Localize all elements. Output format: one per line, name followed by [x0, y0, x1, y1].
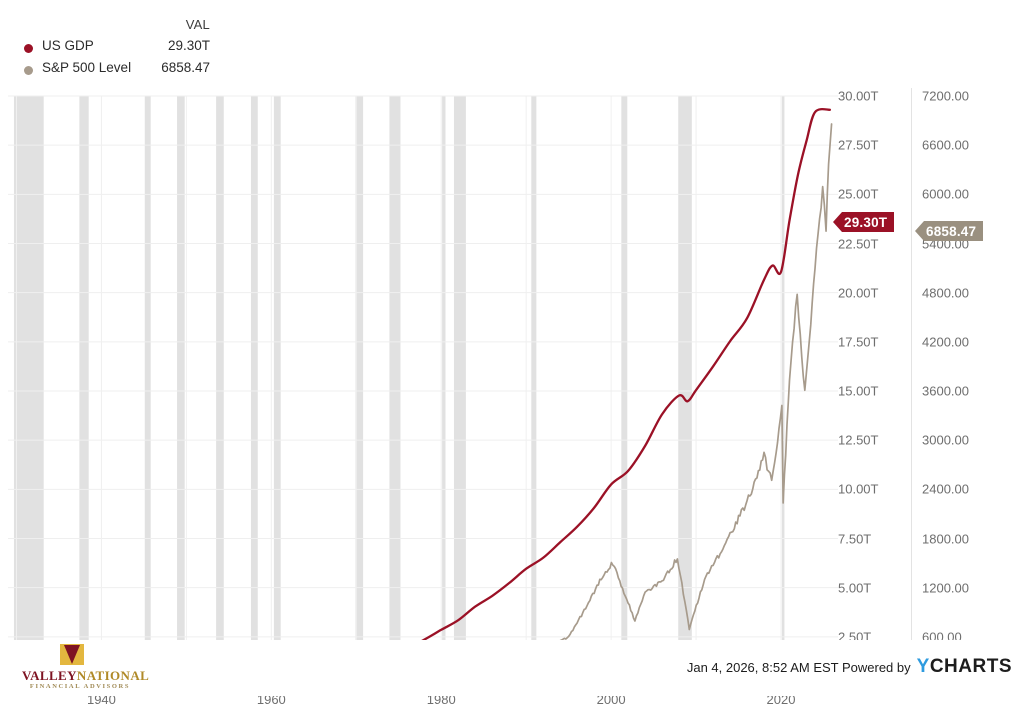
axis-tick-label: 7200.00	[922, 88, 969, 104]
axis-tick-label: 3000.00	[922, 432, 969, 448]
logo-valley-text: VALLEY	[22, 668, 77, 683]
axis-tick-label: 4200.00	[922, 334, 969, 350]
legend-value-us-gdp: 29.30T	[167, 38, 210, 53]
ycharts-credit: Jan 4, 2026, 8:52 AM EST Powered by Y CHA…	[687, 656, 1012, 678]
chart-plot-area[interactable]: 30.00T 27.50T 25.00T 22.50T 20.00T 17.50T 15.0…	[0, 88, 1024, 707]
ycharts-y-letter: Y	[916, 656, 930, 677]
logo-wordmark: VALLEYNATIONAL	[22, 668, 149, 684]
ycharts-wordmark[interactable]: Y CHARTS	[917, 656, 1012, 678]
recession-bands	[13, 96, 785, 640]
sp500-flag-text: 6858.47	[924, 221, 984, 241]
axis-tick-label: 3600.00	[922, 383, 969, 399]
legend-value-sp500: 6858.47	[161, 60, 210, 75]
chart-footer: VALLEYNATIONAL FINANCIAL ADVISORS Jan 4,…	[0, 640, 1024, 696]
legend-color-dot-sp500	[24, 66, 33, 75]
flag-arrow-left-icon	[915, 221, 924, 241]
sp500-value-flag: 6858.47	[915, 221, 984, 241]
axis-tick-label: 12.50T	[838, 432, 879, 448]
chart-timestamp: Jan 4, 2026, 8:52 AM EST Powered by	[686, 659, 911, 675]
chart-svg	[0, 88, 1024, 640]
axis-tick-label: 1800.00	[922, 531, 969, 546]
valley-v-mark-icon	[60, 644, 84, 665]
axis-tick-label: 15.00T	[838, 383, 879, 399]
left-axis-labels-us-gdp: 30.00T 27.50T 25.00T 22.50T 20.00T 17.50T 15.0…	[838, 88, 928, 694]
axis-tick-label: 20.00T	[838, 285, 879, 301]
chart-legend: VAL US GDP 29.30T S&P 500 Level 6858.47	[0, 0, 1024, 88]
axis-tick-label: 6600.00	[922, 137, 969, 153]
axis-tick-label: 30.00T	[838, 88, 879, 104]
axis-tick-label: 4800.00	[922, 285, 969, 301]
axis-column-divider	[911, 88, 912, 640]
logo-tagline: FINANCIAL ADVISORS	[29, 683, 131, 690]
axis-tick-label: 7.50T	[838, 531, 872, 546]
right-axis-labels-sp500: 7200.00 6600.00 6000.00 5400.00 4800.00 4200.…	[922, 88, 1012, 694]
axis-tick-label: 27.50T	[838, 137, 879, 153]
logo-national-text: NATIONAL	[76, 668, 150, 683]
chart-gridlines	[8, 95, 838, 640]
legend-color-dot-us-gdp	[24, 44, 33, 53]
chart-series	[421, 108, 833, 640]
us-gdp-value-flag: 29.30T	[833, 212, 895, 232]
axis-tick-label: 22.50T	[838, 236, 879, 251]
axis-tick-label: 5.00T	[838, 580, 872, 596]
series-line-sp500	[559, 123, 833, 640]
us-gdp-flag-text: 29.30T	[842, 212, 895, 232]
legend-value-header: VAL	[185, 17, 210, 32]
axis-tick-label: 2400.00	[922, 481, 969, 497]
valley-national-logo: VALLEYNATIONAL FINANCIAL ADVISORS	[14, 644, 149, 692]
flag-arrow-left-icon	[833, 212, 842, 232]
ycharts-charts-text: CHARTS	[929, 656, 1012, 677]
series-line-us-gdp	[421, 108, 832, 640]
legend-label-sp500: S&P 500 Level	[42, 60, 132, 75]
axis-tick-label: 1200.00	[922, 580, 969, 596]
legend-label-us-gdp: US GDP	[42, 38, 94, 53]
axis-tick-label: 10.00T	[838, 481, 879, 497]
axis-tick-label: 6000.00	[922, 186, 969, 202]
axis-tick-label: 17.50T	[838, 334, 879, 350]
axis-tick-label: 25.00T	[838, 186, 879, 202]
